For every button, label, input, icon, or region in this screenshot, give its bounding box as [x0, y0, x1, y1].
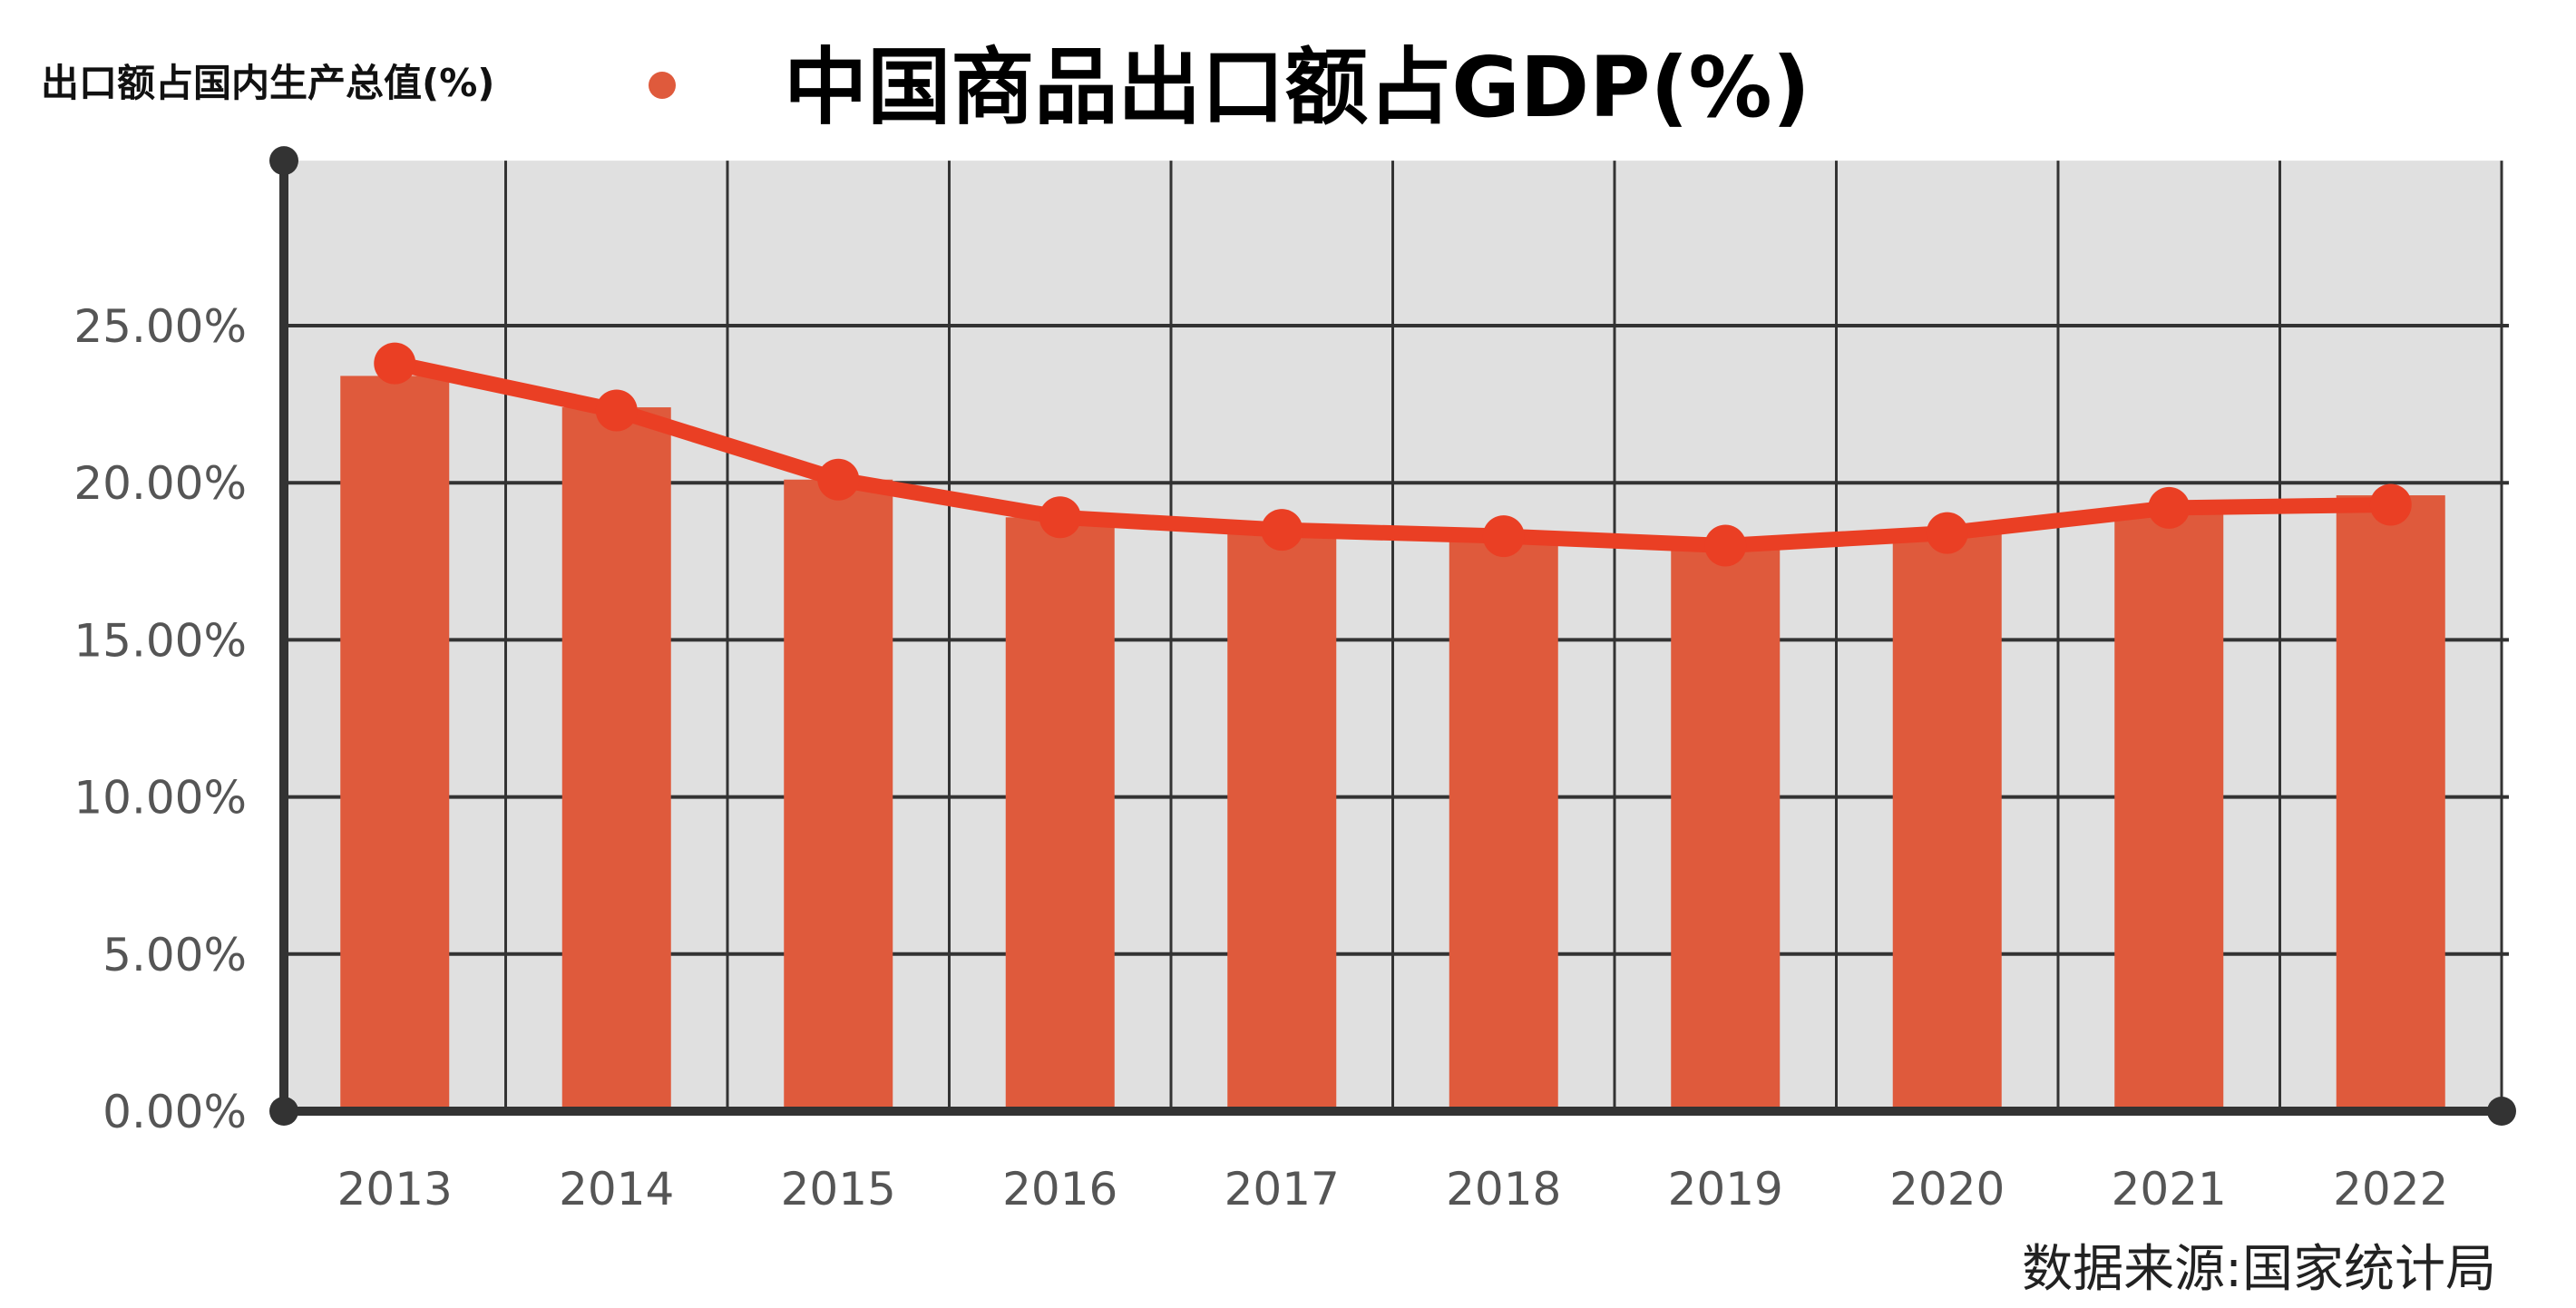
line-point [595, 389, 638, 432]
x-tick-label: 2022 [2333, 1163, 2448, 1215]
legend-label: 出口额占国内生产总值(%) [41, 61, 494, 105]
line-point [2369, 483, 2412, 526]
y-tick-label: 15.00% [73, 614, 247, 667]
x-axis-end-cap [2487, 1097, 2516, 1126]
x-tick-label: 2018 [1446, 1163, 1561, 1215]
chart-title: 中国商品出口额占GDP(%) [784, 39, 1810, 136]
line-point [817, 458, 860, 501]
line-point [1261, 509, 1303, 552]
bar [1892, 532, 2002, 1111]
bar [1671, 542, 1781, 1111]
y-axis-end-cap [269, 146, 298, 176]
x-tick-label: 2019 [1668, 1163, 1783, 1215]
line-point [1926, 512, 1968, 554]
bar [2336, 495, 2445, 1111]
line-point [1704, 524, 1747, 567]
source-note: 数据来源:国家统计局 [2022, 1240, 2496, 1299]
axis-origin-cap [269, 1097, 298, 1126]
x-tick-label: 2014 [559, 1163, 674, 1215]
line-point [1039, 496, 1081, 539]
legend-marker [649, 72, 676, 99]
x-tick-label: 2016 [1002, 1163, 1117, 1215]
x-tick-label: 2017 [1225, 1163, 1340, 1215]
bar [784, 479, 893, 1111]
bar [561, 407, 671, 1112]
y-tick-label: 25.00% [73, 300, 247, 353]
x-tick-label: 2020 [1889, 1163, 2005, 1215]
x-tick-label: 2013 [337, 1163, 453, 1215]
y-tick-label: 0.00% [102, 1086, 247, 1138]
line-point [2148, 486, 2191, 529]
bar [1227, 526, 1337, 1111]
x-tick-label: 2021 [2112, 1163, 2227, 1215]
y-tick-label: 5.00% [102, 929, 247, 981]
x-tick-label: 2015 [781, 1163, 896, 1215]
y-tick-label: 10.00% [73, 772, 247, 825]
bar [340, 376, 450, 1111]
bar [2114, 511, 2224, 1111]
bar [1449, 532, 1558, 1111]
bar [1005, 517, 1115, 1111]
line-point [374, 342, 416, 385]
line-series [393, 356, 2391, 553]
y-tick-label: 20.00% [73, 457, 247, 510]
line-point [1482, 515, 1525, 558]
